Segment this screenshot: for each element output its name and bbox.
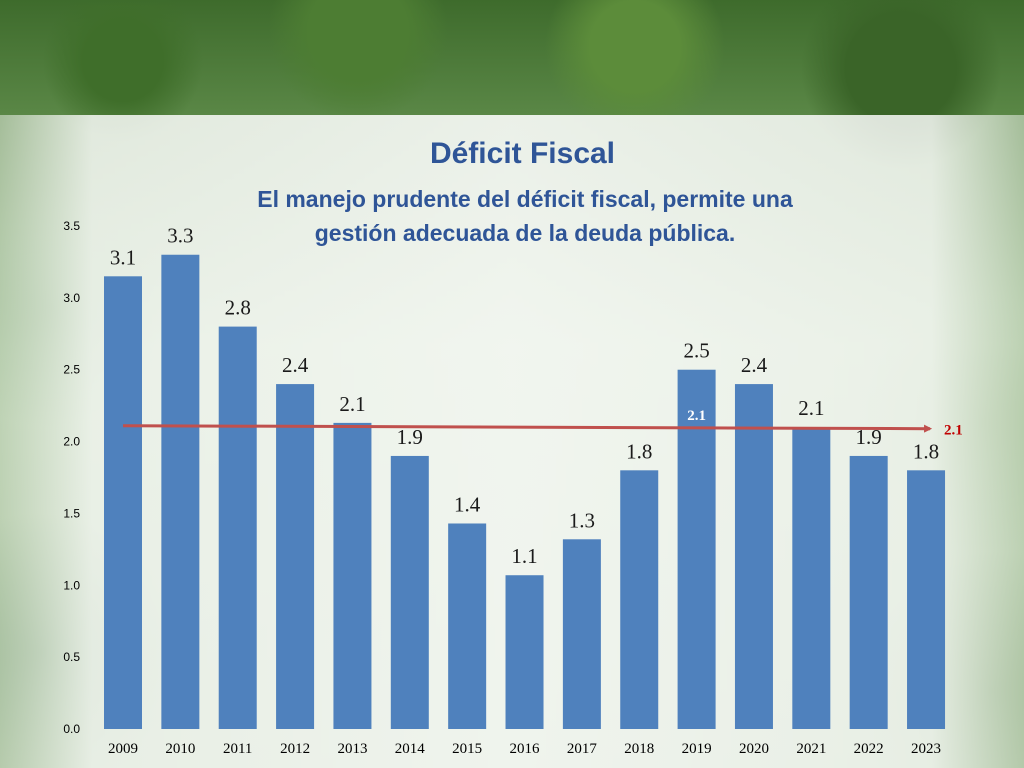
data-label-2013: 2.1: [339, 392, 365, 416]
y-tick-label: 0.0: [63, 722, 80, 736]
data-label-2015: 1.4: [454, 492, 481, 516]
reference-line-inner-label: 2.1: [687, 408, 706, 424]
bar-2013: [333, 422, 372, 729]
reference-line-end-label: 2.1: [944, 423, 963, 439]
x-tick-label: 2011: [223, 741, 252, 757]
y-tick-label: 3.5: [63, 219, 80, 233]
bar-2019: [677, 369, 716, 729]
bar-2015: [448, 523, 487, 729]
x-tick-label: 2016: [510, 741, 541, 757]
bar-2023: [907, 470, 946, 729]
data-label-2021: 2.1: [798, 396, 824, 420]
data-label-2020: 2.4: [741, 353, 768, 377]
y-axis: 0.0 0.5 1.0 1.5 2.0 2.5 3.0 3.5: [63, 219, 80, 736]
data-labels-group: 3.1 3.3 2.8 2.4 2.1 1.9 1.4 1.1 1.3 1.8 2.5 2.4 2.1 1…: [110, 224, 939, 568]
x-tick-label: 2009: [108, 741, 138, 757]
bar-2018: [620, 470, 659, 729]
reference-line: [122, 424, 933, 433]
bar-2016: [505, 575, 544, 729]
x-tick-label: 2017: [567, 741, 598, 757]
y-tick-label: 0.5: [63, 650, 80, 664]
y-tick-label: 1.5: [63, 506, 80, 520]
data-label-2010: 3.3: [167, 224, 193, 248]
data-label-2009: 3.1: [110, 245, 136, 269]
x-axis: 2009 2010 2011 2012 2013 2014 2015 2016 2017 2018…: [108, 741, 941, 757]
x-tick-label: 2018: [624, 741, 654, 757]
x-tick-label: 2021: [796, 741, 826, 757]
bar-2022: [849, 455, 888, 729]
x-tick-label: 2010: [165, 741, 195, 757]
data-label-2016: 1.1: [511, 544, 537, 568]
data-label-2018: 1.8: [626, 439, 652, 463]
x-tick-label: 2015: [452, 741, 482, 757]
y-tick-label: 2.5: [63, 363, 80, 377]
chart-subtitle: El manejo prudente del déficit fiscal, p…: [205, 182, 845, 250]
bar-2012: [276, 384, 315, 729]
x-tick-label: 2022: [854, 741, 884, 757]
bar-2017: [562, 539, 601, 729]
data-label-2014: 1.9: [397, 425, 423, 449]
bar-2011: [218, 326, 257, 729]
x-tick-label: 2019: [682, 741, 712, 757]
data-label-2023: 1.8: [913, 439, 939, 463]
bar-2010: [161, 254, 200, 729]
x-tick-label: 2023: [911, 741, 941, 757]
x-tick-label: 2014: [395, 741, 426, 757]
data-label-2011: 2.8: [225, 296, 251, 320]
x-tick-label: 2013: [337, 741, 367, 757]
x-tick-label: 2012: [280, 741, 310, 757]
y-tick-label: 3.0: [63, 291, 80, 305]
bar-2014: [390, 455, 429, 729]
x-tick-label: 2020: [739, 741, 769, 757]
y-tick-label: 2.0: [63, 435, 80, 449]
bar-2021: [792, 427, 831, 729]
chart-title: Déficit Fiscal: [429, 137, 616, 170]
subtitle-line-1: El manejo prudente del déficit fiscal, p…: [257, 186, 793, 212]
bar-2009: [104, 276, 142, 729]
subtitle-line-2: gestión adecuada de la deuda pública.: [314, 220, 736, 246]
data-label-2017: 1.3: [569, 508, 595, 532]
bars-group: [104, 254, 946, 729]
data-label-2019: 2.5: [683, 339, 709, 363]
bar-2020: [734, 384, 773, 729]
y-tick-label: 1.0: [63, 578, 80, 592]
reference-line-group: 2.1 2.1: [122, 408, 963, 439]
data-label-2012: 2.4: [282, 353, 309, 377]
